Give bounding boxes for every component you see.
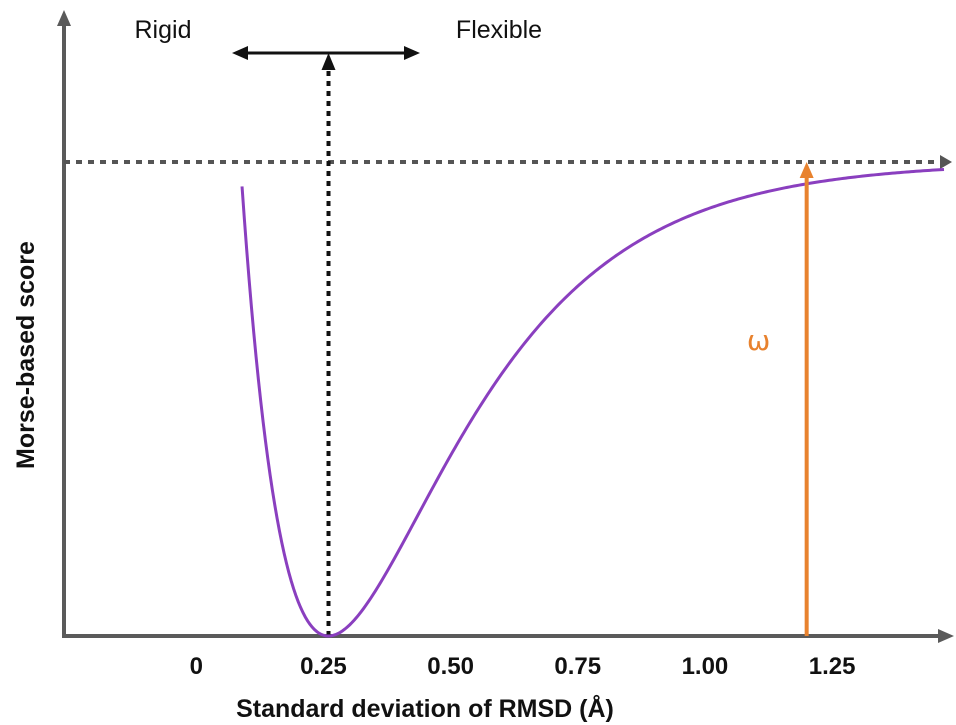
rigid-label: Rigid — [135, 16, 192, 44]
asymptote-arrow-icon — [940, 155, 952, 169]
y-axis-label: Morse-based score — [12, 241, 40, 469]
omega-label: ω — [747, 324, 770, 357]
x-axis-label: Standard deviation of RMSD (Å) — [236, 694, 614, 723]
x-tick-label: 1.25 — [809, 653, 856, 680]
x-tick-label: 0.50 — [427, 653, 474, 680]
morse-curve — [240, 167, 945, 638]
x-tick-label: 0 — [190, 653, 203, 680]
omega-arrowhead-icon — [799, 162, 814, 178]
x-tick-label: 1.00 — [682, 653, 729, 680]
x-tick-label: 0.25 — [300, 653, 347, 680]
rigid-arrowhead-icon — [232, 46, 248, 60]
y-axis-arrow-icon — [57, 10, 71, 26]
minimum-arrow-icon — [321, 53, 336, 70]
x-tick-labels: 0 0.25 0.50 0.75 1.00 1.25 — [190, 653, 856, 680]
flexible-label: Flexible — [456, 16, 542, 44]
flexible-arrowhead-icon — [404, 46, 420, 60]
x-axis-arrow-icon — [938, 629, 954, 643]
x-tick-label: 0.75 — [554, 653, 601, 680]
